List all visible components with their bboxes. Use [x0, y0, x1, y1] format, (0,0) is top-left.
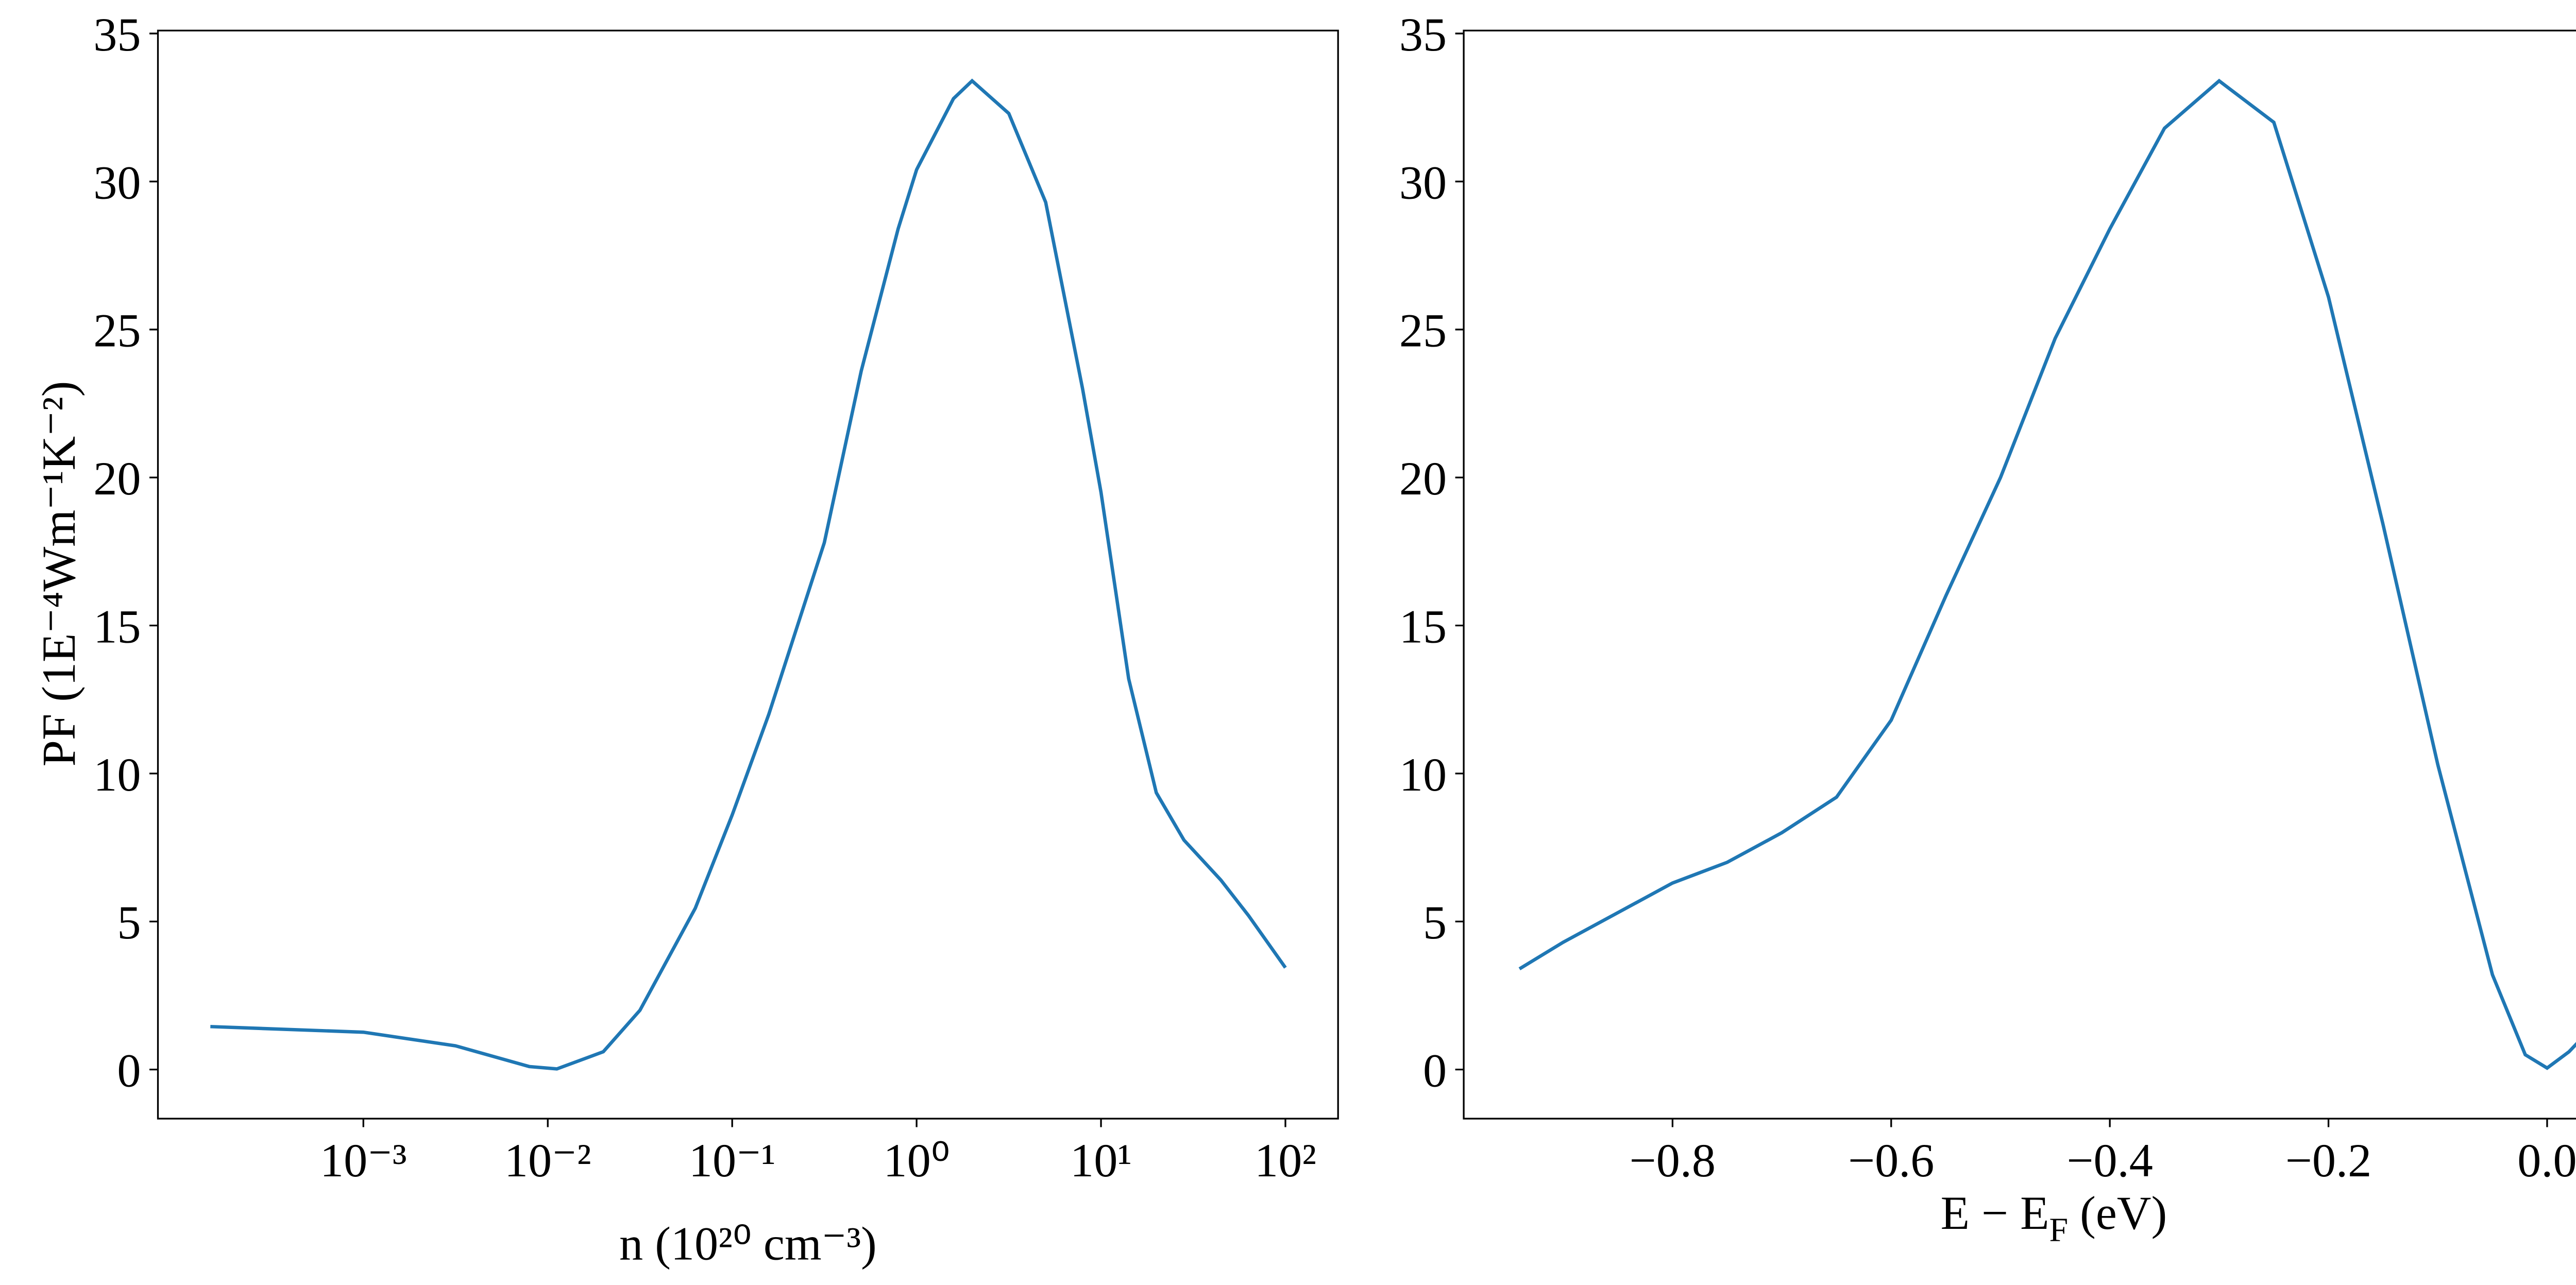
x-axis-label: E − EF (eV) — [1941, 1187, 2167, 1248]
y-tick-label: 15 — [1399, 600, 1447, 653]
y-tick-label: 25 — [93, 304, 141, 357]
y-tick-label: 30 — [93, 156, 141, 209]
x-tick-label: 10⁻³ — [320, 1134, 407, 1187]
x-tick-label: −0.6 — [1848, 1134, 1934, 1187]
x-tick-label: 0.0 — [2517, 1134, 2576, 1187]
y-tick-label: 20 — [93, 452, 141, 505]
x-tick-label: 10² — [1255, 1134, 1316, 1187]
plot-frame — [1463, 29, 2576, 1120]
y-tick-label: 5 — [1423, 896, 1447, 949]
y-tick-label: 15 — [93, 600, 141, 653]
y-tick-label: 5 — [117, 896, 141, 949]
y-axis-label: PF (1E⁻⁴Wm⁻¹K⁻²) — [32, 381, 85, 767]
x-axis-label: n (10²⁰ cm⁻³) — [619, 1218, 877, 1270]
y-tick-label: 10 — [93, 748, 141, 801]
y-tick-label: 30 — [1399, 156, 1447, 209]
plot-frame — [157, 29, 1339, 1120]
data-line — [1518, 78, 2576, 1070]
y-tick-label: 0 — [117, 1044, 141, 1097]
y-tick-label: 20 — [1399, 452, 1447, 505]
x-tick-label: −0.2 — [2285, 1134, 2371, 1187]
y-tick-label: 0 — [1423, 1044, 1447, 1097]
data-line — [210, 78, 1287, 1071]
x-axis-label-part: (eV) — [2068, 1187, 2167, 1239]
y-tick-label: 35 — [1399, 8, 1447, 61]
x-tick-label: 10¹ — [1070, 1134, 1132, 1187]
x-tick-label: 10⁻¹ — [689, 1134, 776, 1187]
y-tick-label: 25 — [1399, 304, 1447, 357]
y-tick-label: 35 — [93, 8, 141, 61]
x-tick-label: −0.8 — [1630, 1134, 1716, 1187]
y-tick-label: 10 — [1399, 748, 1447, 801]
x-tick-label: −0.4 — [2066, 1134, 2153, 1187]
x-axis-label-part: F — [2049, 1211, 2068, 1248]
x-tick-label: 10⁻² — [504, 1134, 591, 1187]
x-axis-label-part: E − E — [1941, 1187, 2049, 1239]
x-tick-label: 10⁰ — [883, 1134, 950, 1187]
